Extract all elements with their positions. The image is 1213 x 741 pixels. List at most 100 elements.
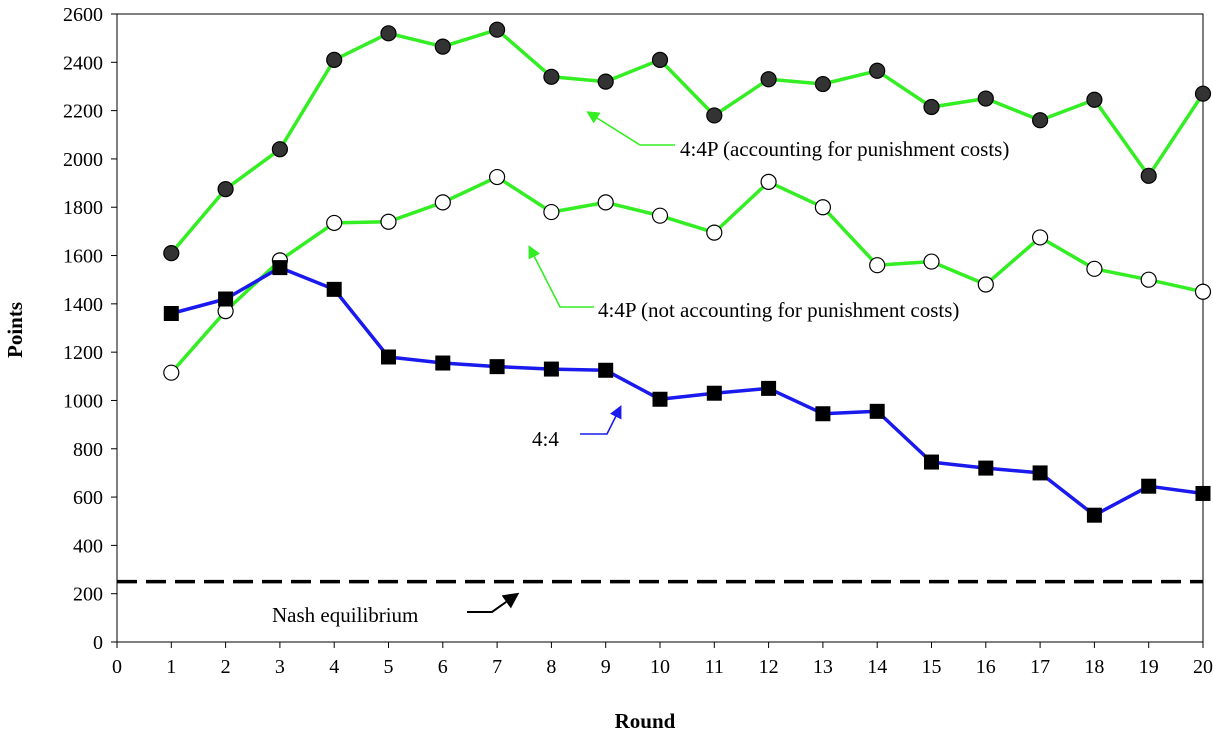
data-point [652, 391, 668, 407]
data-point [977, 90, 994, 107]
data-point [1194, 85, 1212, 102]
series-1 [163, 168, 1212, 381]
x-tick-label: 7 [492, 656, 502, 678]
plot-frame [116, 13, 1204, 643]
data-point [1032, 465, 1048, 481]
x-tick-label: 13 [813, 656, 833, 678]
data-point [923, 253, 940, 270]
data-point [706, 107, 723, 124]
data-point [163, 364, 180, 381]
data-point [1086, 91, 1103, 108]
y-tick-label: 2600 [63, 4, 103, 26]
data-point [924, 454, 939, 470]
annotation-arrow-4-4 [580, 405, 622, 435]
data-point [978, 460, 994, 476]
x-tick-label: 5 [384, 656, 394, 678]
x-tick-label: 4 [329, 656, 339, 678]
y-tick-label: 1600 [63, 246, 103, 268]
y-tick-label: 400 [73, 535, 103, 557]
x-tick-label: 2 [221, 656, 231, 678]
y-tick-label: 1200 [63, 342, 103, 364]
data-point [326, 214, 343, 232]
data-point [869, 257, 886, 274]
x-tick-label: 19 [1139, 656, 1159, 678]
data-point [651, 207, 669, 224]
x-tick-label: 14 [867, 656, 887, 678]
x-tick-label: 10 [650, 656, 670, 678]
data-point [760, 71, 777, 88]
data-point [271, 141, 288, 158]
data-point [326, 51, 343, 68]
data-point [163, 306, 179, 322]
data-point [814, 199, 832, 216]
data-point [435, 355, 451, 371]
data-point [326, 281, 342, 297]
data-point [598, 362, 614, 378]
data-point [597, 73, 614, 90]
y-tick-label: 0 [93, 632, 103, 654]
annotation-text-4-4: 4:4 [532, 427, 559, 451]
data-point [760, 173, 777, 190]
data-point [543, 68, 560, 85]
x-tick-label: 16 [976, 656, 996, 678]
data-point [218, 291, 234, 307]
data-point [1141, 478, 1157, 494]
data-point [163, 245, 180, 262]
y-tick-label: 600 [73, 487, 103, 509]
series-line [170, 265, 1204, 517]
y-tick-label: 800 [73, 439, 103, 461]
data-point [381, 349, 396, 365]
annotation-text-not-accounting: 4:4P (not accounting for punishment cost… [598, 298, 959, 322]
data-point [706, 385, 722, 401]
series-2 [163, 260, 1211, 523]
y-tick-label: 1400 [63, 294, 103, 316]
data-point [217, 181, 234, 198]
data-point [706, 224, 723, 241]
annotation-arrow-nash [467, 592, 520, 613]
y-tick-label: 200 [73, 584, 103, 606]
data-point [651, 51, 669, 68]
x-tick-label: 15 [922, 656, 942, 678]
data-point [1086, 507, 1102, 523]
series-0 [163, 21, 1212, 262]
axes: 0200400600800100012001400160018002000220… [63, 4, 1213, 678]
data-point [543, 203, 560, 221]
data-point [814, 75, 832, 93]
data-point [434, 194, 451, 211]
y-tick-label: 1000 [63, 390, 103, 412]
data-point [489, 21, 506, 38]
annotation-arrow-accounting [586, 111, 675, 146]
x-tick-label: 3 [275, 656, 285, 678]
data-point [434, 38, 451, 55]
x-tick-label: 17 [1030, 656, 1050, 678]
x-tick-label: 20 [1193, 656, 1213, 678]
x-tick-label: 9 [601, 656, 611, 678]
data-point [543, 361, 559, 377]
y-tick-label: 2400 [63, 52, 103, 74]
x-tick-label: 8 [546, 656, 556, 678]
data-point [1140, 271, 1157, 288]
x-tick-label: 18 [1084, 656, 1104, 678]
annotation-text-nash: Nash equilibrium [272, 603, 418, 627]
y-tick-label: 2200 [63, 101, 103, 123]
series-group [163, 21, 1212, 523]
data-point [489, 168, 506, 186]
x-tick-label: 1 [166, 656, 176, 678]
x-tick-label: 0 [112, 656, 122, 678]
data-point [1195, 485, 1211, 501]
annotation-text-accounting: 4:4P (accounting for punishment costs) [680, 137, 1009, 161]
data-point [977, 276, 994, 293]
x-tick-label: 6 [438, 656, 448, 678]
data-point [1031, 229, 1049, 246]
annotation-not-accounting: 4:4P (not accounting for punishment cost… [528, 245, 959, 322]
y-tick-label: 1800 [63, 197, 103, 219]
annotation-arrow-not-accounting [528, 245, 594, 308]
data-point [869, 403, 885, 419]
data-point [597, 194, 614, 211]
data-point [1086, 260, 1103, 277]
data-point [923, 98, 940, 116]
x-tick-label: 12 [759, 656, 779, 678]
x-tick-label: 11 [705, 656, 724, 678]
series-line [169, 175, 1204, 374]
